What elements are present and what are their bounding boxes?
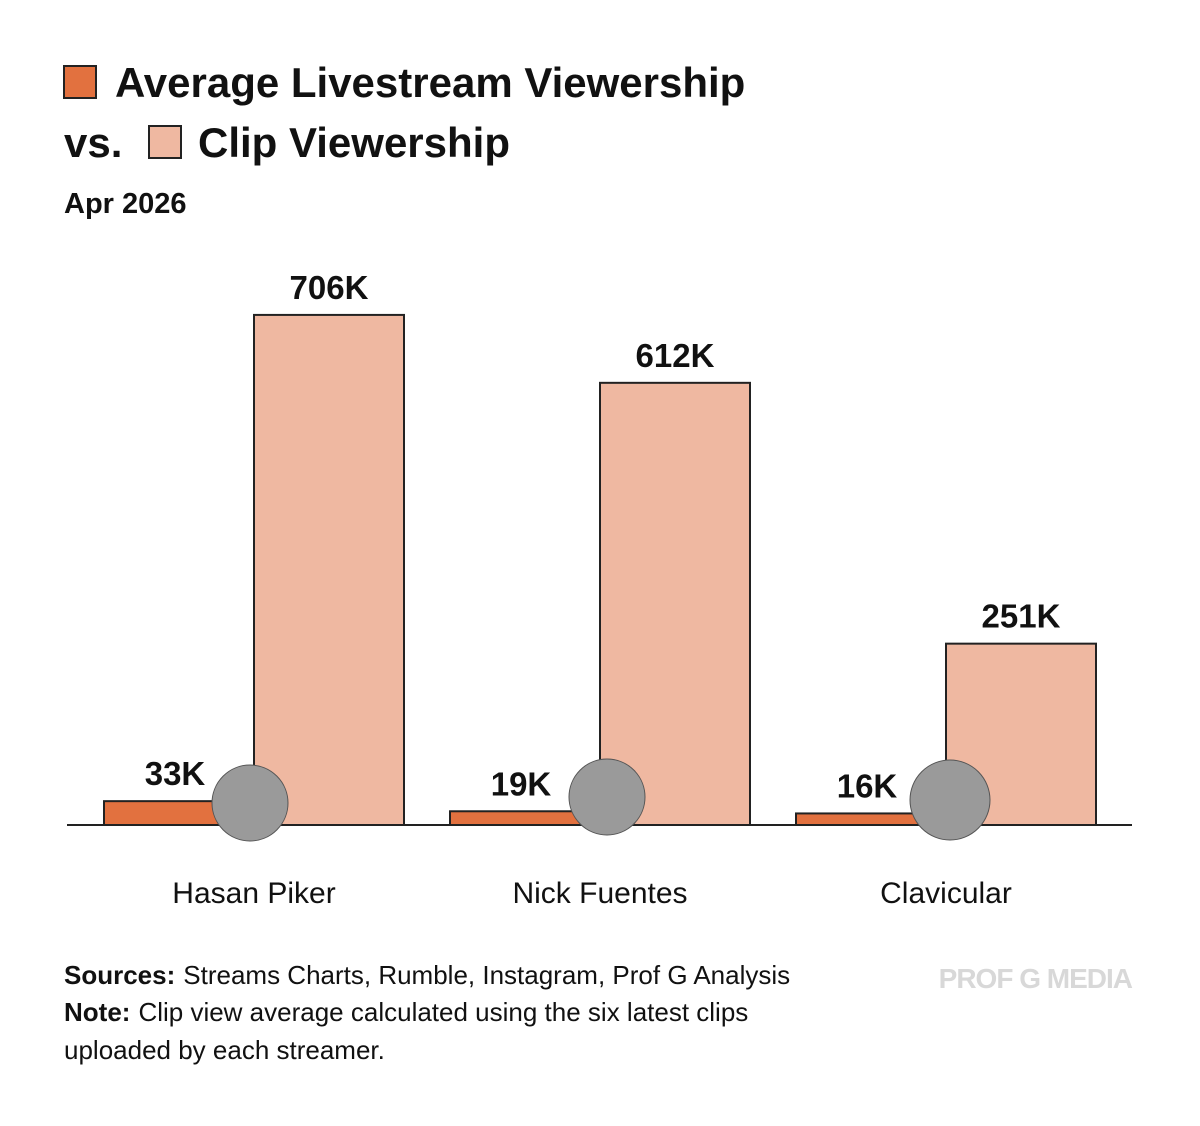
face: [909, 759, 991, 841]
value-label: 16K: [837, 767, 898, 804]
note: Note: Clip view average calculated using …: [64, 997, 748, 1027]
legend-label: Clip Viewership: [198, 119, 510, 166]
sources-text: Streams Charts, Rumble, Instagram, Prof …: [183, 960, 790, 990]
note-text: Clip view average calculated using the s…: [138, 997, 748, 1027]
face: [568, 758, 646, 836]
legend-label: Average Livestream Viewership: [115, 59, 745, 106]
x-tick-label: Clavicular: [880, 877, 1012, 910]
legend-joiner: vs.: [64, 119, 122, 166]
value-label: 33K: [145, 755, 206, 792]
watermark: PROF G MEDIA: [939, 963, 1133, 994]
sources-label: Sources:: [64, 960, 175, 990]
faces: [211, 758, 991, 842]
bar: [253, 313, 405, 826]
value-label: 251K: [982, 598, 1061, 635]
subtitle: Apr 2026: [64, 188, 187, 220]
plot: [103, 313, 1097, 827]
value-label: 19K: [491, 765, 552, 802]
x-tick-label: Hasan Piker: [172, 877, 335, 910]
sources: Sources: Streams Charts, Rumble, Instagra…: [64, 960, 790, 990]
legend-swatch: [63, 65, 97, 99]
note-line: uploaded by each streamer.: [64, 1035, 385, 1065]
value-label: 612K: [636, 337, 715, 374]
note-label: Note:: [64, 997, 130, 1027]
x-tick-label: Nick Fuentes: [512, 877, 687, 910]
legend-swatch: [148, 125, 182, 159]
bar: [599, 381, 751, 826]
value-label: 706K: [290, 269, 369, 306]
face: [211, 764, 289, 842]
